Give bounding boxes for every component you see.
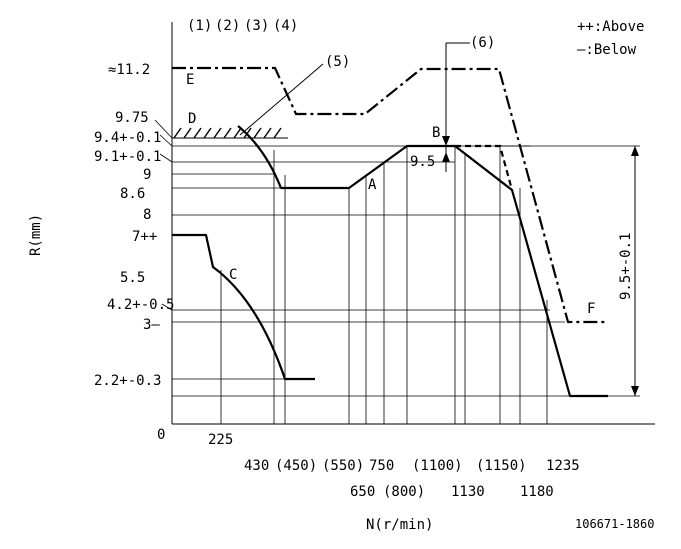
x-label-550: (550) xyxy=(322,458,364,474)
y-label-7: 7++ xyxy=(132,229,157,245)
y-axis-title: R(mm) xyxy=(28,214,44,256)
stopper-hatch xyxy=(173,127,282,139)
y-label-9: 9 xyxy=(143,167,151,183)
point-label-f: F xyxy=(587,301,595,317)
y-label-leaders xyxy=(154,119,173,311)
y-label-5-5: 5.5 xyxy=(120,270,145,286)
label-9-5: 9.5 xyxy=(410,154,435,170)
vertical-guides xyxy=(220,146,548,424)
y-label-8-6: 8.6 xyxy=(120,186,145,202)
point-label-b: B xyxy=(432,125,440,141)
x-label-1130: 1130 xyxy=(451,484,485,500)
span-label: 9.5+-0.1 xyxy=(618,233,634,300)
x-label-225: 225 xyxy=(208,432,233,448)
x-label-1150: (1150) xyxy=(476,458,527,474)
column-label-1: (1) xyxy=(187,18,212,34)
y-label-11-2: ≈11.2 xyxy=(108,62,150,78)
x-label-800: (800) xyxy=(383,484,425,500)
x-label-650: 650 xyxy=(350,484,375,500)
y-label-4-2: 4.2+-0.5 xyxy=(107,297,174,313)
callout-6-arrow-up xyxy=(442,152,450,162)
callout-5-leader xyxy=(239,63,324,136)
callout-6: (6) xyxy=(470,35,495,51)
legend-above: ++:Above xyxy=(577,19,644,35)
point-label-d: D xyxy=(188,111,196,127)
point-label-c: C xyxy=(229,267,237,283)
y-label-9-1: 9.1+-0.1 xyxy=(94,149,161,165)
x-label-1235: 1235 xyxy=(546,458,580,474)
point-label-a: A xyxy=(368,177,377,193)
y-label-0: 0 xyxy=(157,427,165,443)
point-label-e: E xyxy=(186,72,194,88)
column-label-2: (2) xyxy=(215,18,240,34)
x-label-1180: 1180 xyxy=(520,484,554,500)
x-label-430: 430 xyxy=(244,458,269,474)
y-label-3: 3— xyxy=(143,317,160,333)
y-label-2-2: 2.2+-0.3 xyxy=(94,373,161,389)
curve-main-solid xyxy=(237,125,608,398)
column-label-4: (4) xyxy=(273,18,298,34)
callout-6-arrow-down xyxy=(442,136,450,146)
horizontal-guides xyxy=(172,145,640,397)
y-label-9-4: 9.4+-0.1 xyxy=(94,130,161,146)
x-label-1100: (1100) xyxy=(412,458,463,474)
x-label-450: (450) xyxy=(275,458,317,474)
figure-code: 106671-1860 xyxy=(575,517,654,531)
y-label-8: 8 xyxy=(143,207,151,223)
curve-above-e-f xyxy=(172,66,608,324)
curve-low-c xyxy=(172,233,315,381)
callout-5: (5) xyxy=(325,54,350,70)
x-label-750: 750 xyxy=(369,458,394,474)
y-label-9-75: 9.75 xyxy=(115,110,149,126)
column-label-3: (3) xyxy=(244,18,269,34)
x-axis-title: N(r/min) xyxy=(366,517,433,533)
legend-below: —:Below xyxy=(577,42,637,58)
